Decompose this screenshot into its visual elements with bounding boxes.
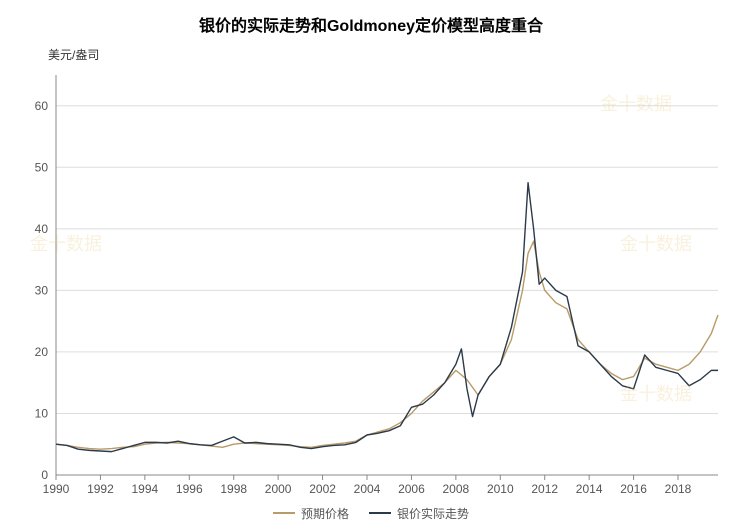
x-tick-label: 2018 <box>665 482 692 496</box>
chart-plot-area: 0 10 20 30 40 50 60 1990 1992 1994 1996 1998 2000 200… <box>12 69 730 499</box>
x-tick-label: 2008 <box>443 482 470 496</box>
x-tick-label: 2014 <box>576 482 603 496</box>
y-tick-label: 30 <box>35 283 49 297</box>
x-tick-label: 2010 <box>487 482 514 496</box>
chart-svg: 0 10 20 30 40 50 60 1990 1992 1994 1996 1998 2000 200… <box>12 69 730 499</box>
x-tick-label: 1994 <box>132 482 159 496</box>
y-tick-label: 50 <box>35 160 49 174</box>
y-tick-label: 60 <box>35 99 49 113</box>
legend-label: 预期价格 <box>301 505 349 522</box>
y-tick-label: 10 <box>35 406 49 420</box>
legend-item: 银价实际走势 <box>369 505 469 522</box>
legend-swatch <box>273 512 295 514</box>
y-tick-label: 0 <box>41 468 48 482</box>
x-tick-label: 2002 <box>309 482 336 496</box>
x-tick-label: 1996 <box>176 482 203 496</box>
legend-item: 预期价格 <box>273 505 349 522</box>
y-axis-label: 美元/盎司 <box>48 46 730 63</box>
chart-container: 银价的实际走势和Goldmoney定价模型高度重合 美元/盎司 0 10 20 30 4… <box>0 0 742 517</box>
x-tick-label: 2016 <box>620 482 647 496</box>
x-tick-label: 1992 <box>87 482 114 496</box>
x-tick-label: 1998 <box>220 482 247 496</box>
chart-legend: 预期价格 银价实际走势 <box>12 503 730 522</box>
y-tick-label: 40 <box>35 222 49 236</box>
x-tick-label: 2012 <box>531 482 558 496</box>
legend-swatch <box>369 512 391 514</box>
legend-label: 银价实际走势 <box>397 505 469 522</box>
chart-title: 银价的实际走势和Goldmoney定价模型高度重合 <box>12 12 730 36</box>
x-tick-label: 1990 <box>43 482 70 496</box>
x-tick-label: 2004 <box>354 482 381 496</box>
series-line <box>56 241 718 449</box>
series-line <box>56 183 718 452</box>
x-tick-label: 2000 <box>265 482 292 496</box>
x-tick-label: 2006 <box>398 482 425 496</box>
y-tick-label: 20 <box>35 345 49 359</box>
